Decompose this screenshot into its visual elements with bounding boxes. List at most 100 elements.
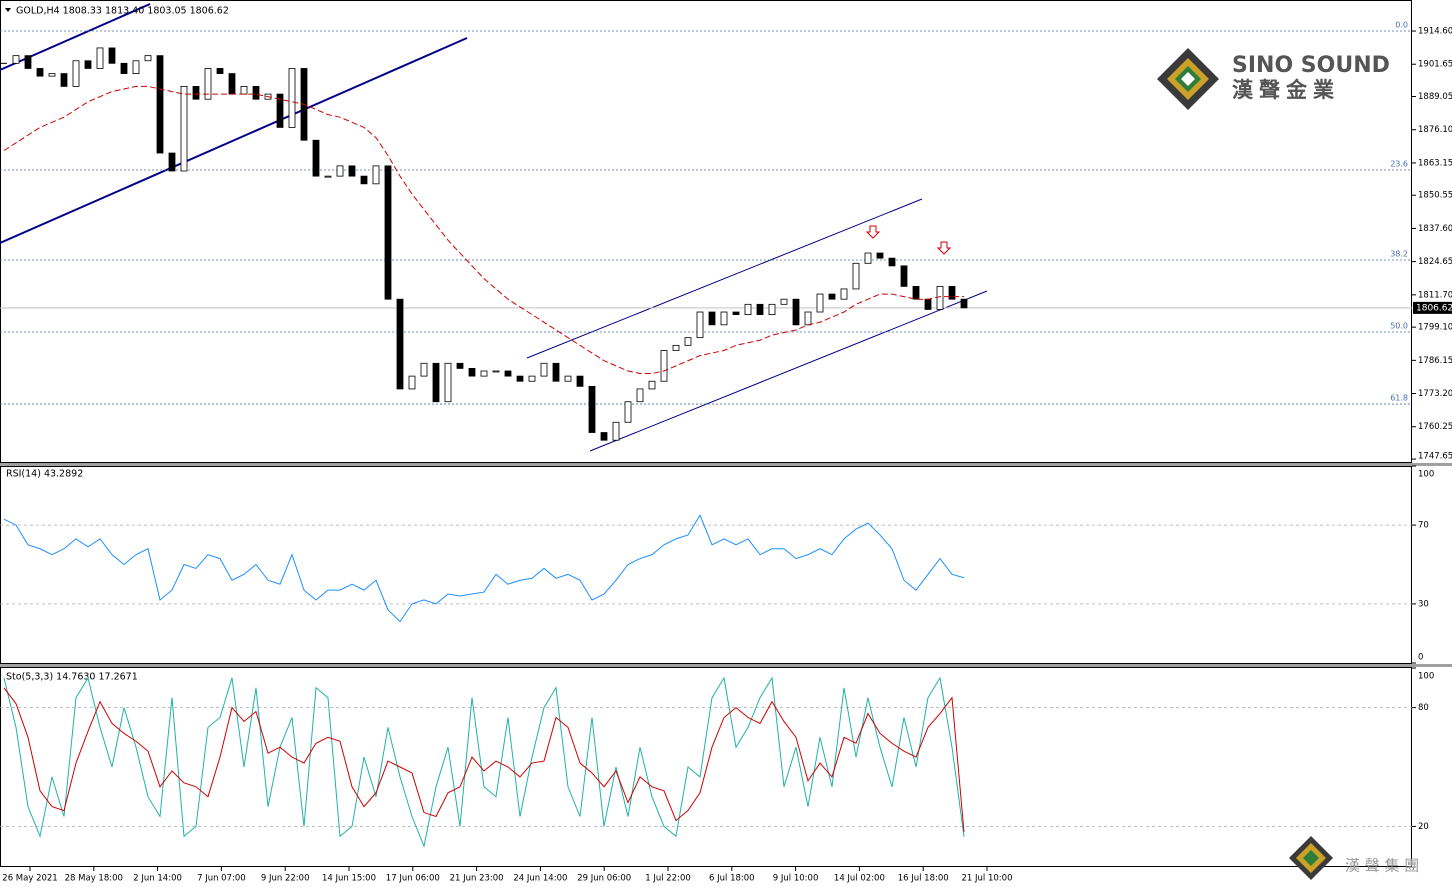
last-price-label: 1806.62: [1416, 303, 1452, 313]
candle: [816, 293, 824, 313]
x-tick-label: 29 Jun 06:00: [577, 874, 631, 884]
candle: [48, 73, 56, 77]
candle: [756, 303, 764, 315]
candle: [936, 285, 944, 310]
y-tick-label: 1786.15: [1418, 356, 1452, 366]
candle: [708, 311, 716, 326]
candle: [156, 55, 164, 154]
x-tick-label: 9 Jul 10:00: [773, 874, 819, 884]
candle: [864, 252, 872, 264]
y-tick-label: 1824.65: [1418, 257, 1452, 267]
x-tick-label: 9 Jun 22:00: [261, 874, 310, 884]
footer-logo: [1289, 836, 1333, 880]
trend-line: [0, 37, 468, 244]
candle: [288, 68, 296, 128]
candle: [228, 73, 236, 95]
x-tick-label: 21 Jun 23:00: [450, 874, 504, 884]
candle: [60, 73, 68, 87]
fib-label: 23.6: [1390, 159, 1408, 168]
candle: [948, 285, 956, 300]
candle: [120, 62, 128, 74]
candle: [252, 86, 260, 100]
candle: [132, 60, 140, 74]
candle: [528, 375, 536, 382]
candle: [408, 375, 416, 390]
candle: [684, 337, 692, 346]
candle: [564, 375, 572, 382]
y-tick-label: 1863.15: [1418, 158, 1452, 168]
fib-label: 0.0: [1395, 21, 1408, 30]
menu-icon[interactable]: [5, 8, 11, 12]
candle: [348, 165, 356, 177]
candle: [456, 362, 464, 369]
candle: [396, 298, 404, 390]
candle: [108, 47, 116, 64]
rsi-title: RSI(14) 43.2892: [6, 469, 83, 480]
x-tick-label: 21 Jul 10:00: [962, 874, 1013, 884]
candle: [672, 344, 680, 351]
y-tick-label: 1876.10: [1418, 125, 1452, 135]
candle: [540, 362, 548, 377]
x-tick-label: 1 Jul 22:00: [645, 874, 691, 884]
fib-label: 61.8: [1390, 394, 1408, 403]
candle: [732, 311, 740, 315]
candle: [840, 288, 848, 300]
stoch-panel: [0, 667, 1412, 867]
y-tick-label: 100: [1418, 470, 1434, 480]
candle: [552, 362, 560, 382]
arrow-marker: [936, 241, 952, 255]
x-tick-label: 7 Jun 07:00: [197, 874, 246, 884]
y-tick-label: 1747.65: [1418, 452, 1452, 462]
candle: [588, 385, 596, 433]
x-tick-label: 6 Jul 18:00: [709, 874, 755, 884]
y-tick-label: 1799.10: [1418, 323, 1452, 333]
x-tick-label: 2 Jun 14:00: [133, 874, 182, 884]
candle: [636, 388, 644, 403]
y-tick-label: 0: [1418, 653, 1423, 663]
y-tick-label: 1837.60: [1418, 224, 1452, 234]
y-tick-label: 1850.55: [1418, 191, 1452, 201]
candle: [192, 86, 200, 100]
y-tick-label: 1760.25: [1418, 422, 1452, 432]
fib-label: 38.2: [1390, 249, 1408, 258]
candle: [492, 370, 500, 373]
candle: [84, 60, 92, 69]
indicator-line: [3, 514, 965, 623]
candle: [384, 165, 392, 300]
channel-line: [526, 198, 923, 359]
candle: [960, 298, 968, 309]
candle: [660, 350, 668, 382]
candle: [276, 93, 284, 128]
y-tick-label: 100: [1418, 672, 1434, 682]
candle: [624, 401, 632, 423]
x-tick-label: 26 May 2021: [2, 874, 57, 884]
y-tick-label: 80: [1418, 703, 1429, 713]
candle: [852, 262, 860, 290]
candle: [576, 375, 584, 387]
candle: [312, 139, 320, 177]
stoch-title: Sto(5,3,3) 14.7630 17.2671: [6, 672, 138, 683]
fib-label: 50.0: [1390, 322, 1408, 331]
y-tick-label: 30: [1418, 599, 1429, 609]
candle: [144, 55, 152, 62]
arrow-marker: [865, 225, 881, 239]
candle: [504, 370, 512, 377]
rsi-panel: [0, 466, 1412, 664]
x-tick-label: 28 May 18:00: [65, 874, 123, 884]
x-tick-label: 24 Jun 14:00: [513, 874, 567, 884]
channel-line: [589, 290, 988, 452]
x-tick-label: 16 Jul 18:00: [898, 874, 949, 884]
candle: [768, 303, 776, 315]
y-tick-label: 70: [1418, 521, 1429, 531]
candle: [924, 298, 932, 310]
chart-title: GOLD,H4 1808.33 1813.40 1803.05 1806.62: [16, 6, 229, 17]
candle: [168, 152, 176, 172]
candle: [600, 432, 608, 441]
x-tick-label: 14 Jun 15:00: [322, 874, 376, 884]
candle: [888, 257, 896, 267]
x-tick-label: 14 Jul 02:00: [834, 874, 885, 884]
candle: [360, 175, 368, 185]
candle: [828, 293, 836, 300]
